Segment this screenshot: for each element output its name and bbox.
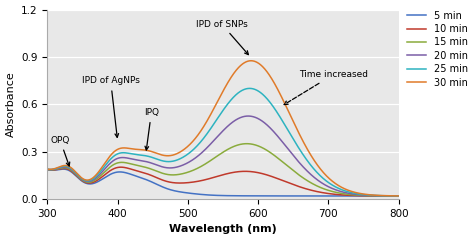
25 min bbox=[63, 165, 68, 168]
15 min bbox=[63, 166, 68, 169]
Line: 15 min: 15 min bbox=[47, 144, 399, 196]
25 min bbox=[45, 168, 50, 171]
Text: OPQ: OPQ bbox=[50, 136, 70, 166]
5 min bbox=[396, 195, 401, 198]
Line: 5 min: 5 min bbox=[47, 169, 399, 196]
30 min bbox=[45, 168, 50, 171]
Legend: 5 min, 10 min, 15 min, 20 min, 25 min, 30 min: 5 min, 10 min, 15 min, 20 min, 25 min, 3… bbox=[407, 11, 468, 88]
30 min bbox=[215, 99, 221, 102]
5 min bbox=[45, 168, 50, 171]
30 min bbox=[386, 194, 392, 197]
Text: IPQ: IPQ bbox=[144, 108, 159, 150]
15 min bbox=[396, 195, 401, 198]
15 min bbox=[45, 168, 50, 171]
5 min bbox=[63, 168, 68, 171]
10 min bbox=[385, 195, 391, 198]
30 min bbox=[206, 116, 212, 119]
15 min bbox=[385, 194, 391, 197]
Text: Time increased: Time increased bbox=[284, 70, 368, 105]
Y-axis label: Absorbance: Absorbance bbox=[6, 72, 16, 137]
Line: 25 min: 25 min bbox=[47, 88, 399, 196]
Text: IPD of SNPs: IPD of SNPs bbox=[196, 19, 248, 55]
10 min bbox=[45, 168, 50, 171]
30 min bbox=[321, 172, 327, 175]
20 min bbox=[396, 195, 401, 198]
5 min bbox=[386, 195, 392, 198]
Text: IPD of AgNPs: IPD of AgNPs bbox=[82, 76, 140, 137]
20 min bbox=[386, 194, 392, 197]
15 min bbox=[215, 154, 221, 157]
10 min bbox=[63, 167, 68, 170]
20 min bbox=[63, 166, 68, 168]
10 min bbox=[206, 177, 212, 180]
10 min bbox=[386, 195, 392, 198]
10 min bbox=[118, 166, 124, 169]
20 min bbox=[321, 183, 327, 186]
30 min bbox=[63, 164, 68, 167]
5 min bbox=[321, 195, 327, 198]
10 min bbox=[321, 192, 327, 194]
25 min bbox=[396, 194, 401, 197]
25 min bbox=[206, 130, 212, 133]
15 min bbox=[244, 142, 249, 145]
25 min bbox=[247, 87, 253, 90]
10 min bbox=[396, 195, 401, 198]
15 min bbox=[321, 187, 327, 190]
30 min bbox=[396, 194, 401, 197]
25 min bbox=[321, 178, 327, 181]
20 min bbox=[215, 134, 221, 137]
20 min bbox=[385, 194, 391, 197]
20 min bbox=[246, 114, 251, 117]
5 min bbox=[206, 194, 212, 197]
Line: 30 min: 30 min bbox=[47, 61, 399, 196]
25 min bbox=[385, 194, 391, 197]
5 min bbox=[60, 168, 66, 171]
30 min bbox=[385, 194, 391, 197]
10 min bbox=[216, 175, 221, 178]
20 min bbox=[45, 168, 50, 171]
5 min bbox=[385, 195, 391, 198]
25 min bbox=[215, 116, 221, 119]
15 min bbox=[386, 194, 392, 197]
20 min bbox=[206, 144, 212, 147]
X-axis label: Wavelength (nm): Wavelength (nm) bbox=[169, 224, 277, 234]
15 min bbox=[206, 160, 212, 163]
5 min bbox=[216, 194, 221, 197]
Line: 10 min: 10 min bbox=[47, 167, 399, 196]
Line: 20 min: 20 min bbox=[47, 116, 399, 196]
30 min bbox=[248, 59, 254, 62]
25 min bbox=[386, 194, 392, 197]
